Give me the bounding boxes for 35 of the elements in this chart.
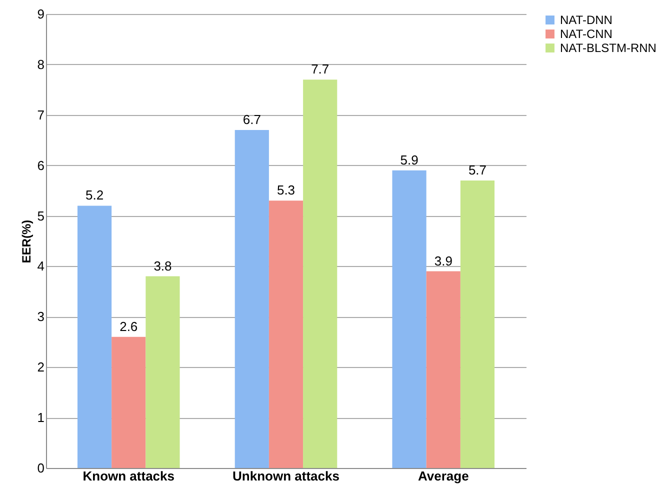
- bar: [460, 180, 495, 468]
- legend-label: NAT-DNN: [560, 13, 612, 27]
- legend-label: NAT-BLSTM-RNN: [560, 41, 656, 55]
- bar: [112, 336, 146, 468]
- y-tick-label: 5: [37, 208, 44, 224]
- bar: [268, 200, 304, 468]
- data-label: 5.3: [276, 182, 296, 198]
- y-tick-label: 9: [37, 6, 44, 22]
- y-tick-label: 1: [37, 410, 44, 426]
- x-tick-label: Known attacks: [82, 468, 174, 484]
- data-label: 5.9: [400, 152, 418, 168]
- data-label: 2.6: [120, 318, 138, 334]
- y-tick-label: 2: [37, 360, 44, 375]
- data-label: 3.8: [154, 258, 172, 274]
- bar: [392, 170, 426, 468]
- y-axis-title: EER(%): [19, 220, 34, 264]
- data-label: 5.2: [85, 188, 104, 203]
- y-tick-label: 6: [37, 158, 44, 173]
- data-label: 7.7: [311, 62, 330, 77]
- data-label: 5.7: [468, 162, 487, 178]
- bar: [146, 276, 180, 468]
- bar: [77, 206, 112, 468]
- bar: [426, 271, 460, 468]
- y-tick-label: 3: [37, 309, 44, 324]
- bar: [303, 80, 338, 468]
- y-tick-label: 4: [37, 258, 44, 274]
- legend-label: NAT-CNN: [560, 27, 612, 41]
- y-tick-label: 8: [37, 56, 44, 72]
- y-tick-label: 7: [37, 107, 44, 122]
- x-tick-label: Average: [418, 468, 469, 484]
- y-tick-label: 0: [37, 460, 44, 476]
- bar: [234, 130, 269, 468]
- x-tick-label: Unknown attacks: [232, 468, 340, 484]
- data-label: 6.7: [242, 112, 261, 128]
- data-label: 3.9: [434, 253, 452, 268]
